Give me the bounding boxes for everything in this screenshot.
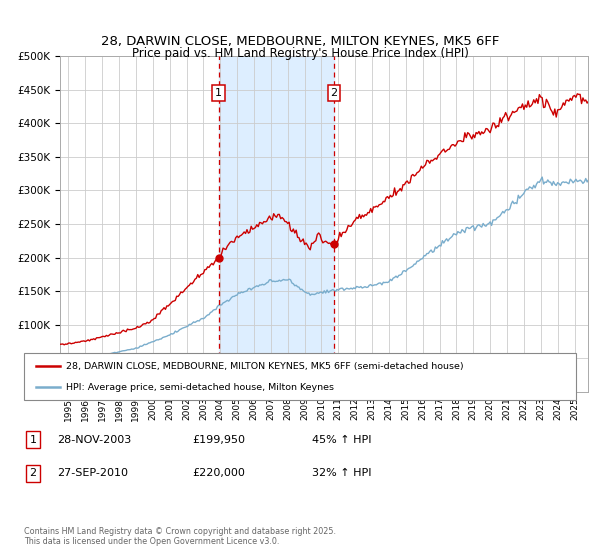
Bar — [218, 56, 334, 392]
Text: £220,000: £220,000 — [192, 468, 245, 478]
Text: £199,950: £199,950 — [192, 435, 245, 445]
Text: Contains HM Land Registry data © Crown copyright and database right 2025.
This d: Contains HM Land Registry data © Crown c… — [24, 526, 336, 546]
Text: Price paid vs. HM Land Registry's House Price Index (HPI): Price paid vs. HM Land Registry's House … — [131, 46, 469, 60]
Text: HPI: Average price, semi-detached house, Milton Keynes: HPI: Average price, semi-detached house,… — [66, 382, 334, 391]
Text: 2: 2 — [29, 468, 37, 478]
Text: 1: 1 — [29, 435, 37, 445]
Text: 45% ↑ HPI: 45% ↑ HPI — [312, 435, 371, 445]
Text: 32% ↑ HPI: 32% ↑ HPI — [312, 468, 371, 478]
Text: 28-NOV-2003: 28-NOV-2003 — [57, 435, 131, 445]
Text: 2: 2 — [331, 88, 338, 98]
Text: 28, DARWIN CLOSE, MEDBOURNE, MILTON KEYNES, MK5 6FF: 28, DARWIN CLOSE, MEDBOURNE, MILTON KEYN… — [101, 35, 499, 49]
Text: 1: 1 — [215, 88, 222, 98]
Text: 27-SEP-2010: 27-SEP-2010 — [57, 468, 128, 478]
Text: 28, DARWIN CLOSE, MEDBOURNE, MILTON KEYNES, MK5 6FF (semi-detached house): 28, DARWIN CLOSE, MEDBOURNE, MILTON KEYN… — [66, 362, 464, 371]
